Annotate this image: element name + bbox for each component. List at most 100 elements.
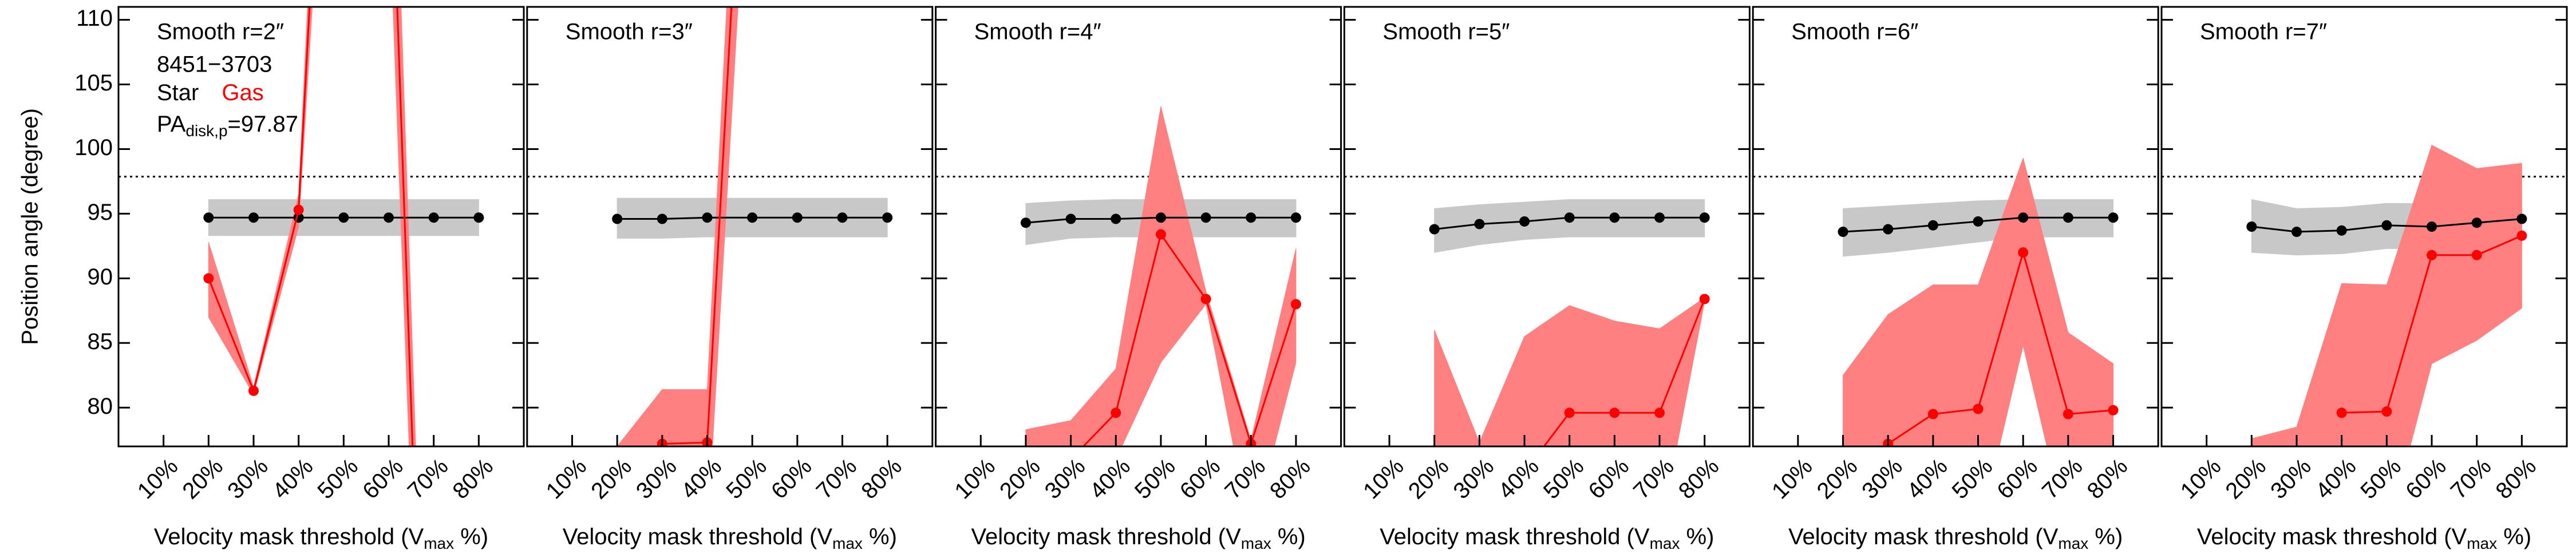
galaxy-id: 8451−3703	[157, 52, 272, 77]
plot-area	[1344, 176, 1750, 446]
y-tick-label: 90	[88, 264, 113, 290]
x-tick-label: 40%	[677, 454, 727, 504]
x-axis-label: Velocity mask threshold (Vmax %)	[2197, 524, 2531, 553]
panel-title: Smooth r=6″	[1791, 19, 1918, 45]
point	[338, 212, 349, 223]
x-tick-label: 20%	[177, 454, 228, 504]
pa-label: PAdisk,p=97.87	[157, 112, 298, 140]
error-band	[617, 389, 663, 446]
error-band	[2251, 426, 2297, 446]
x-axis-label-text: Velocity mask threshold (V	[971, 524, 1241, 549]
x-tick-label: 40%	[2311, 454, 2361, 504]
point	[1699, 212, 1710, 223]
point	[2336, 225, 2347, 236]
x-tick-label: 40%	[268, 454, 318, 504]
error-band	[1659, 297, 1705, 446]
plot-area	[935, 106, 1341, 446]
pa-text: PA	[157, 112, 186, 137]
y-tick-label: 105	[74, 70, 113, 96]
error-band	[662, 389, 708, 446]
plot-frame	[935, 6, 1342, 448]
x-tick-label: 80%	[448, 454, 498, 504]
x-tick-label: 70%	[812, 454, 862, 504]
error-band	[1614, 320, 1660, 446]
x-tick-label: 40%	[1902, 454, 1953, 504]
point	[1519, 216, 1530, 227]
x-tick-label: 20%	[995, 454, 1045, 504]
point	[293, 204, 304, 215]
x-tick-label: 40%	[1085, 454, 1135, 504]
y-tick-label: 80	[88, 394, 113, 419]
error-band	[2476, 163, 2522, 341]
plot-frame	[1343, 6, 1751, 448]
x-axis-label-after: %)	[2497, 524, 2531, 549]
point	[2516, 230, 2527, 241]
point	[612, 213, 623, 224]
point	[1564, 407, 1575, 418]
series-line	[207, 7, 414, 446]
point	[837, 212, 848, 223]
error-band	[706, 7, 738, 446]
point	[1111, 407, 1121, 418]
x-axis-label-sub: max	[832, 535, 863, 552]
point	[1429, 224, 1440, 235]
x-tick-label: 60%	[1992, 454, 2042, 504]
x-tick-label: 30%	[1449, 454, 1499, 504]
error-band	[2341, 283, 2387, 446]
x-tick-label: 50%	[2356, 454, 2406, 504]
x-axis-label-text: Velocity mask threshold (V	[2197, 524, 2467, 549]
panel-title: Smooth r=5″	[1382, 19, 1510, 45]
plot-frame	[1752, 6, 2159, 448]
point	[2018, 212, 2029, 223]
point	[1927, 220, 1938, 231]
point	[1200, 294, 1211, 304]
point	[2471, 217, 2482, 228]
x-tick-label: 50%	[313, 454, 363, 504]
series-line	[1887, 249, 2113, 445]
y-tick-label: 110	[76, 6, 113, 31]
error-band	[2296, 283, 2342, 446]
point	[1838, 227, 1848, 238]
x-tick-label: 20%	[1812, 454, 1863, 504]
x-tick-label: 80%	[2491, 454, 2541, 504]
legend: Star Gas	[157, 80, 264, 105]
point	[1200, 212, 1211, 223]
point	[747, 212, 758, 223]
x-tick-label: 50%	[1539, 454, 1589, 504]
point	[702, 212, 713, 223]
x-tick-label: 50%	[721, 454, 772, 504]
point	[2427, 221, 2437, 232]
error-band	[1070, 368, 1116, 446]
point	[2018, 247, 2029, 258]
point	[2516, 213, 2527, 224]
point	[2336, 407, 2347, 418]
error-band	[1933, 284, 1979, 446]
x-tick-label: 50%	[1947, 454, 1998, 504]
point	[2291, 227, 2302, 238]
point	[1927, 409, 1938, 420]
x-axis-label-sub: max	[2467, 535, 2497, 552]
x-tick-label: 30%	[1857, 454, 1907, 504]
x-axis-label: Velocity mask threshold (Vmax %)	[154, 524, 488, 553]
point	[1155, 212, 1166, 223]
series-line	[1543, 298, 1706, 446]
x-tick-label: 10%	[1358, 454, 1409, 504]
point	[1065, 213, 1076, 224]
plot-frame	[2160, 6, 2568, 448]
y-axis-label: Position angle (degree)	[18, 108, 43, 345]
y-tick-label: 85	[88, 329, 113, 354]
point	[384, 212, 394, 223]
error-band	[1025, 420, 1072, 446]
point	[248, 212, 259, 223]
x-axis-label-sub: max	[424, 535, 454, 552]
x-tick-label: 80%	[856, 454, 907, 504]
point	[1474, 219, 1485, 229]
x-tick-label: 30%	[1040, 454, 1091, 504]
point	[473, 212, 484, 223]
x-tick-label: 20%	[2221, 454, 2271, 504]
x-axis-label-after: %)	[1680, 524, 1714, 549]
plot-area	[2162, 144, 2567, 446]
x-axis-label: Velocity mask threshold (Vmax %)	[1380, 524, 1714, 553]
x-axis-label-text: Velocity mask threshold (V	[563, 524, 833, 549]
